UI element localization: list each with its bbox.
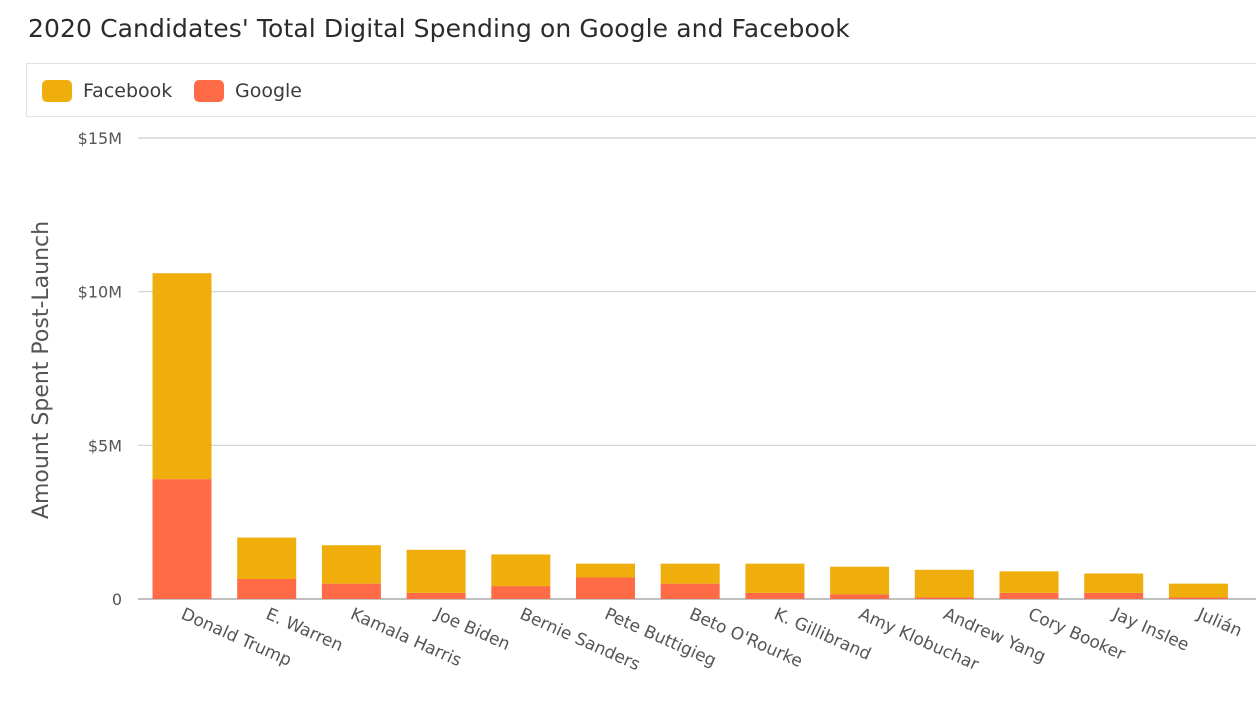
gridlines [138, 137, 1256, 600]
x-tick-label: Julián [1193, 604, 1244, 642]
bar-facebook[interactable] [1168, 583, 1228, 598]
bar-facebook[interactable] [321, 545, 381, 584]
bar-facebook[interactable] [491, 554, 551, 587]
bar-google[interactable] [406, 592, 466, 599]
y-tick-label: $15M [78, 129, 122, 148]
y-tick-label: $5M [88, 436, 122, 455]
bar-facebook[interactable] [237, 537, 297, 580]
bar-google[interactable] [1168, 597, 1228, 599]
bar-facebook[interactable] [745, 563, 805, 593]
bar-google[interactable] [237, 579, 297, 599]
bar-facebook[interactable] [152, 273, 212, 480]
bar-google[interactable] [745, 592, 805, 599]
bar-facebook[interactable] [1084, 573, 1144, 593]
chart-title: 2020 Candidates' Total Digital Spending … [28, 14, 850, 43]
bar-facebook[interactable] [914, 569, 974, 598]
y-axis-ticks: 0 $5M $10M $15M [78, 129, 122, 609]
y-axis-title: Amount Spent Post-Launch [29, 221, 54, 519]
legend: Facebook Google [26, 63, 1256, 117]
bars [152, 273, 1228, 599]
bar-google[interactable] [576, 577, 635, 599]
legend-item-facebook[interactable]: Facebook [42, 78, 172, 104]
bar-facebook[interactable] [999, 571, 1059, 593]
y-tick-label: 0 [112, 590, 122, 609]
legend-label-google: Google [235, 80, 303, 102]
bar-facebook[interactable] [830, 566, 890, 595]
bar-google[interactable] [999, 592, 1059, 599]
bar-facebook[interactable] [660, 563, 720, 584]
bar-google[interactable] [914, 597, 974, 599]
legend-item-google[interactable]: Google [194, 78, 302, 104]
legend-swatch-google [194, 80, 224, 102]
legend-swatch-facebook [42, 80, 72, 102]
bar-google[interactable] [830, 594, 890, 599]
bar-facebook[interactable] [576, 563, 635, 578]
bar-google[interactable] [491, 586, 551, 599]
y-tick-label: $10M [78, 283, 122, 302]
legend-label-facebook: Facebook [83, 80, 173, 102]
bar-google[interactable] [152, 479, 212, 599]
bar-google[interactable] [1084, 592, 1144, 599]
bar-facebook[interactable] [406, 549, 466, 593]
bar-google[interactable] [660, 583, 720, 599]
bar-google[interactable] [321, 583, 381, 599]
